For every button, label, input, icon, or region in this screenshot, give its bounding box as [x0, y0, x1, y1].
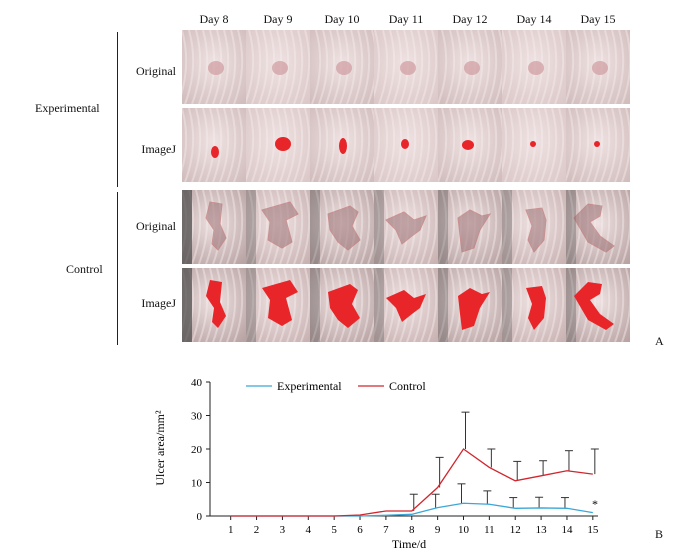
wound-photo-ctl-original-4: [374, 190, 438, 264]
day-header-5: Day 12: [452, 12, 488, 26]
y-tick-label: 40: [191, 377, 203, 389]
x-tick-label: 13: [536, 524, 548, 536]
y-tick-label: 20: [191, 444, 203, 456]
wound-photo-ctl-imagej-2: [246, 268, 310, 342]
legend-label-experimental: Experimental: [277, 379, 342, 393]
x-tick-label: 12: [510, 524, 521, 536]
wound-photo-ctl-original-5: [438, 190, 502, 264]
chart-legend: Experimental Control: [246, 379, 426, 393]
panel-label-a: A: [655, 334, 664, 348]
group-divider-experimental: [117, 32, 118, 187]
x-tick-label: 1: [228, 524, 234, 536]
wound-photo-ctl-original-1: [182, 190, 246, 264]
row-label-imagej-control: ImageJ: [141, 296, 176, 310]
wound-photo-exp-imagej-3: [310, 108, 374, 182]
wound-photo-exp-original-6: [502, 30, 566, 104]
y-tick-label: 10: [191, 478, 203, 490]
x-tick-label: 3: [280, 524, 286, 536]
wound-photo-exp-original-1: [182, 30, 246, 104]
day-header-7: Day 15: [580, 12, 616, 26]
group-label-experimental: Experimental: [35, 101, 100, 115]
day-header-6: Day 14: [516, 12, 552, 26]
day-header-2: Day 9: [263, 12, 293, 26]
day-header-1: Day 8: [199, 12, 229, 26]
group-label-control: Control: [66, 262, 103, 276]
row-label-imagej-experimental: ImageJ: [141, 142, 176, 156]
legend-label-control: Control: [389, 379, 426, 393]
wound-photo-exp-imagej-6: [502, 108, 566, 182]
wound-photo-ctl-imagej-7: [566, 268, 630, 342]
wound-photo-ctl-original-6: [502, 190, 566, 264]
series-line-experimental: [230, 502, 593, 517]
wound-photo-exp-imagej-1: [182, 108, 246, 182]
wound-photo-exp-imagej-5: [438, 108, 502, 182]
x-tick-label: 10: [458, 524, 470, 536]
row-label-original-experimental: Original: [136, 64, 176, 78]
x-tick-label: 9: [435, 524, 441, 536]
wound-photo-exp-original-2: [246, 30, 310, 104]
wound-photo-ctl-imagej-4: [374, 268, 438, 342]
x-tick-label: 14: [561, 524, 573, 536]
row-label-original-control: Original: [136, 219, 176, 233]
x-tick-label: 8: [409, 524, 415, 536]
x-tick-label: 2: [254, 524, 260, 536]
wound-photo-ctl-imagej-6: [502, 268, 566, 342]
x-axis-label: Time/d: [392, 537, 426, 551]
wound-photo-exp-original-3: [310, 30, 374, 104]
x-tick-label: 6: [357, 524, 363, 536]
wound-photo-ctl-original-2: [246, 190, 310, 264]
wound-photo-ctl-original-7: [566, 190, 630, 264]
panel-label-b: B: [655, 527, 664, 541]
y-tick-label: 0: [197, 511, 203, 523]
wound-photo-ctl-original-3: [310, 190, 374, 264]
chart-series-lines: [230, 448, 593, 517]
wound-photo-ctl-imagej-1: [182, 268, 246, 342]
series-line-control: [230, 448, 593, 517]
day-header-3: Day 10: [324, 12, 360, 26]
wound-photo-ctl-imagej-5: [438, 268, 502, 342]
y-tick-label: 30: [191, 411, 203, 423]
wound-photo-exp-imagej-4: [374, 108, 438, 182]
wound-photo-exp-original-4: [374, 30, 438, 104]
x-tick-label: 7: [383, 524, 389, 536]
x-tick-label: 5: [331, 524, 337, 536]
x-tick-label: 11: [484, 524, 495, 536]
x-tick-label: 15: [587, 524, 599, 536]
wound-photo-exp-original-7: [566, 30, 630, 104]
day-header-4: Day 11: [388, 12, 424, 26]
wound-photo-exp-imagej-2: [246, 108, 310, 182]
wound-photo-ctl-imagej-3: [310, 268, 374, 342]
group-divider-control: [117, 192, 118, 345]
y-axis-label: Ulcer area/mm²: [153, 410, 167, 486]
chart-error-bars: [409, 411, 599, 511]
wound-photo-exp-imagej-7: [566, 108, 630, 182]
wound-photo-exp-original-5: [438, 30, 502, 104]
significance-marker: *: [592, 497, 598, 511]
x-tick-label: 4: [306, 524, 312, 536]
